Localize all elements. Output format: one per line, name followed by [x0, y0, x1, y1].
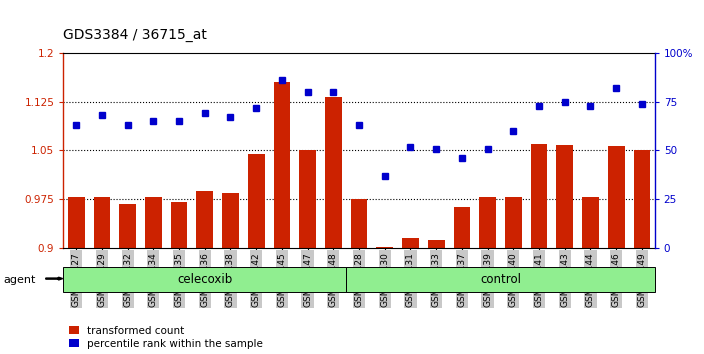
Bar: [351, 199, 367, 248]
Bar: [274, 82, 290, 248]
Bar: [428, 240, 444, 248]
Bar: [325, 97, 341, 248]
Bar: [582, 197, 599, 248]
Bar: [453, 207, 470, 248]
Bar: [63, 267, 346, 292]
Text: celecoxib: celecoxib: [177, 273, 232, 286]
Bar: [222, 193, 239, 248]
Bar: [299, 150, 316, 248]
Bar: [556, 145, 573, 248]
Bar: [196, 191, 213, 248]
Bar: [402, 238, 419, 248]
Bar: [145, 197, 162, 248]
Bar: [346, 267, 655, 292]
Legend: transformed count, percentile rank within the sample: transformed count, percentile rank withi…: [68, 326, 263, 349]
Text: control: control: [480, 273, 521, 286]
Bar: [377, 246, 393, 248]
Bar: [479, 197, 496, 248]
Bar: [634, 150, 650, 248]
Bar: [170, 202, 187, 248]
Bar: [531, 144, 548, 248]
Bar: [608, 146, 624, 248]
Bar: [248, 154, 265, 248]
Bar: [119, 204, 136, 248]
Bar: [94, 197, 111, 248]
Text: GDS3384 / 36715_at: GDS3384 / 36715_at: [63, 28, 207, 42]
Bar: [68, 197, 84, 248]
Text: agent: agent: [4, 275, 36, 285]
Bar: [505, 197, 522, 248]
